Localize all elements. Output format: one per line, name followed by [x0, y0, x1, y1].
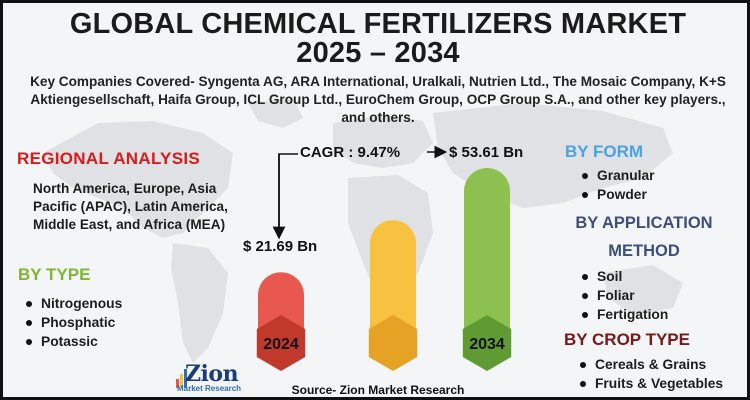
- bar-2034: [464, 168, 510, 343]
- bar-base-hexagon: [462, 315, 512, 371]
- data-label-2024: $ 21.69 Bn: [243, 238, 317, 255]
- bar-base-hexagon: [368, 315, 418, 371]
- by-crop-type-list: Cereals & Grains Fruits & Vegetables: [579, 355, 723, 393]
- list-item: Fruits & Vegetables: [579, 374, 723, 393]
- page-title-years: 2025 – 2034: [296, 37, 460, 69]
- list-item: Powder: [581, 185, 655, 204]
- list-item: Cereals & Grains: [579, 355, 723, 374]
- by-form-list: Granular Powder: [581, 166, 655, 204]
- list-item: Fertigation: [581, 305, 668, 324]
- by-crop-type-heading: BY CROP TYPE: [564, 330, 690, 349]
- list-item: Nitrogenous: [25, 294, 122, 313]
- list-item: Soil: [581, 267, 668, 286]
- page-title: GLOBAL CHEMICAL FERTILIZERS MARKET: [69, 8, 687, 40]
- bar-category-label: 2024: [263, 336, 299, 353]
- source-text: Source- Zion Market Research: [291, 383, 465, 397]
- by-application-list: Soil Foliar Fertigation: [581, 267, 668, 324]
- cagr-connector-line: [278, 153, 298, 233]
- logo-word: Zion: [185, 361, 239, 387]
- regional-analysis-heading: REGIONAL ANALYSIS: [17, 149, 201, 168]
- logo-subtext: Market Research: [177, 384, 242, 393]
- zion-logo: Zion Market Research: [175, 361, 255, 397]
- market-size-chart: 2024 2034 $ 21.69 Bn CAGR : 9.47% $ 53.61 B…: [243, 144, 523, 371]
- bar-middle: [370, 220, 416, 343]
- bar-base-hexagon: [256, 315, 306, 371]
- list-item: Granular: [581, 166, 655, 185]
- list-item: Foliar: [581, 286, 668, 305]
- list-item: Phosphatic: [25, 313, 122, 332]
- key-companies-text: Key Companies Covered- Syngenta AG, ARA …: [30, 74, 726, 125]
- by-application-heading-line1: BY APPLICATION: [575, 214, 713, 232]
- cagr-label: CAGR : 9.47%: [300, 144, 400, 161]
- list-item: Potassic: [25, 332, 122, 351]
- regional-analysis-text: North America, Europe, Asia Pacific (APA…: [33, 181, 228, 232]
- bar-category-label: 2034: [469, 336, 505, 353]
- by-type-list: Nitrogenous Phosphatic Potassic: [25, 294, 122, 351]
- by-application-heading-line2: METHOD: [608, 242, 680, 260]
- by-application-heading: BY APPLICATION METHOD: [549, 209, 739, 265]
- by-type-heading: BY TYPE: [18, 265, 91, 284]
- data-label-2034: $ 53.61 Bn: [449, 144, 523, 161]
- logo-mark-icon: [176, 369, 187, 388]
- by-form-heading: BY FORM: [565, 142, 644, 161]
